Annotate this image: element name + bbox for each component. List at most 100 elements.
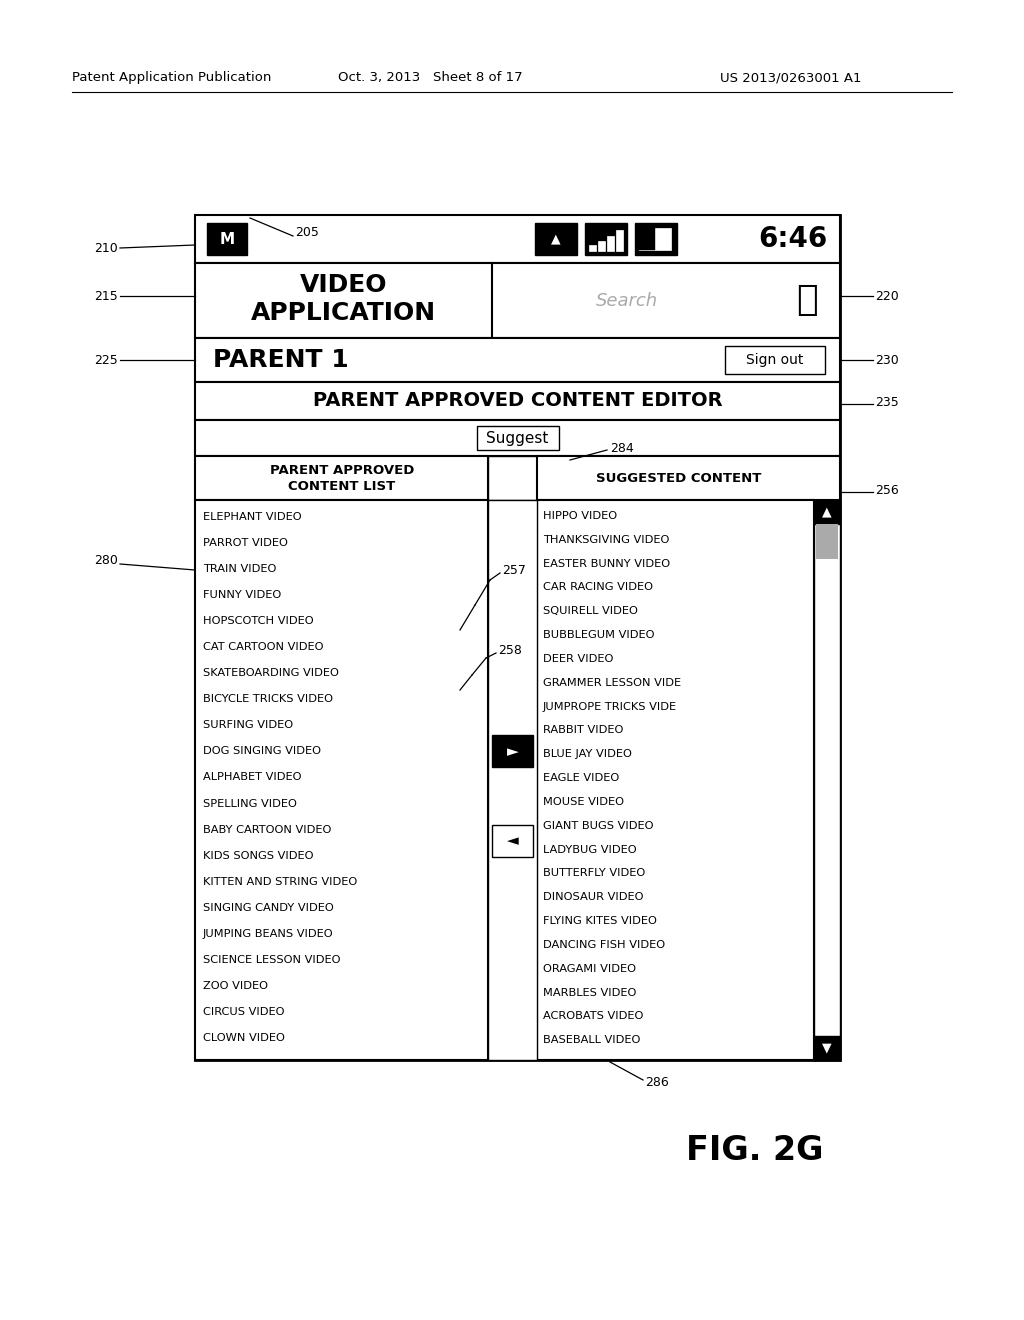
Text: KIDS SONGS VIDEO: KIDS SONGS VIDEO (203, 850, 313, 861)
Text: 220: 220 (874, 289, 899, 302)
Bar (814, 500, 840, 524)
Text: SUGGESTED CONTENT: SUGGESTED CONTENT (596, 471, 761, 484)
Text: SURFING VIDEO: SURFING VIDEO (203, 721, 293, 730)
Text: MARBLES VIDEO: MARBLES VIDEO (543, 987, 636, 998)
Text: BICYCLE TRICKS VIDEO: BICYCLE TRICKS VIDEO (203, 694, 333, 705)
Text: HIPPO VIDEO: HIPPO VIDEO (543, 511, 617, 521)
Bar (488, 455, 537, 500)
Text: CLOWN VIDEO: CLOWN VIDEO (203, 1034, 285, 1043)
Bar (616, 230, 623, 251)
Bar (195, 500, 488, 1060)
Text: KITTEN AND STRING VIDEO: KITTEN AND STRING VIDEO (203, 876, 357, 887)
Text: SCIENCE LESSON VIDEO: SCIENCE LESSON VIDEO (203, 954, 341, 965)
Text: GIANT BUGS VIDEO: GIANT BUGS VIDEO (543, 821, 653, 830)
Bar (598, 242, 605, 251)
Text: LADYBUG VIDEO: LADYBUG VIDEO (543, 845, 637, 854)
Text: ▲: ▲ (551, 232, 561, 246)
Text: 256: 256 (874, 483, 899, 496)
Text: BUBBLEGUM VIDEO: BUBBLEGUM VIDEO (543, 630, 654, 640)
Bar (537, 500, 814, 1060)
Text: CIRCUS VIDEO: CIRCUS VIDEO (203, 1007, 285, 1016)
Text: HOPSCOTCH VIDEO: HOPSCOTCH VIDEO (203, 616, 313, 626)
Text: FLYING KITES VIDEO: FLYING KITES VIDEO (543, 916, 656, 927)
Bar (195, 215, 840, 263)
Text: CAR RACING VIDEO: CAR RACING VIDEO (543, 582, 653, 593)
Text: 284: 284 (610, 441, 634, 454)
Text: Search: Search (596, 292, 658, 309)
Text: 6:46: 6:46 (759, 224, 828, 253)
Text: ELEPHANT VIDEO: ELEPHANT VIDEO (203, 512, 302, 521)
Bar (535, 223, 577, 255)
Bar (816, 524, 838, 558)
Text: ⌕: ⌕ (797, 284, 818, 318)
Bar (493, 735, 532, 767)
Text: 258: 258 (498, 644, 522, 656)
Text: EAGLE VIDEO: EAGLE VIDEO (543, 774, 620, 783)
Text: SKATEBOARDING VIDEO: SKATEBOARDING VIDEO (203, 668, 339, 678)
Bar (195, 455, 488, 500)
Text: PARENT 1: PARENT 1 (213, 348, 349, 372)
Bar (814, 500, 840, 1060)
Text: EASTER BUNNY VIDEO: EASTER BUNNY VIDEO (543, 558, 670, 569)
Text: RABBIT VIDEO: RABBIT VIDEO (543, 726, 624, 735)
Bar (207, 223, 247, 255)
Text: ACROBATS VIDEO: ACROBATS VIDEO (543, 1011, 643, 1022)
Text: 257: 257 (502, 564, 526, 577)
Text: BABY CARTOON VIDEO: BABY CARTOON VIDEO (203, 825, 332, 834)
Text: ZOO VIDEO: ZOO VIDEO (203, 981, 268, 991)
Text: TRAIN VIDEO: TRAIN VIDEO (203, 564, 276, 574)
Text: VIDEO: VIDEO (300, 273, 387, 297)
Text: PARENT APPROVED: PARENT APPROVED (269, 463, 414, 477)
Text: Patent Application Publication: Patent Application Publication (72, 71, 271, 84)
Text: BASEBALL VIDEO: BASEBALL VIDEO (543, 1035, 640, 1045)
Bar (195, 381, 840, 420)
Bar (725, 346, 825, 374)
Text: BUTTERFLY VIDEO: BUTTERFLY VIDEO (543, 869, 645, 878)
Bar (195, 263, 840, 338)
Text: PARENT APPROVED CONTENT EDITOR: PARENT APPROVED CONTENT EDITOR (312, 392, 722, 411)
Bar (195, 338, 840, 381)
Bar (635, 223, 677, 255)
Text: JUMPING BEANS VIDEO: JUMPING BEANS VIDEO (203, 929, 334, 939)
Text: SQUIRELL VIDEO: SQUIRELL VIDEO (543, 606, 638, 616)
Text: CAT CARTOON VIDEO: CAT CARTOON VIDEO (203, 643, 324, 652)
Bar (585, 223, 627, 255)
Bar (488, 500, 537, 1060)
Text: 215: 215 (94, 289, 118, 302)
Text: DANCING FISH VIDEO: DANCING FISH VIDEO (543, 940, 665, 950)
Text: DINOSAUR VIDEO: DINOSAUR VIDEO (543, 892, 643, 902)
Text: MOUSE VIDEO: MOUSE VIDEO (543, 797, 624, 807)
Text: ALPHABET VIDEO: ALPHABET VIDEO (203, 772, 301, 783)
Text: 205: 205 (295, 226, 318, 239)
Text: DEER VIDEO: DEER VIDEO (543, 653, 613, 664)
Text: ►: ► (507, 743, 518, 759)
Text: Suggest: Suggest (486, 430, 549, 446)
Bar (537, 455, 840, 500)
Text: FIG. 2G: FIG. 2G (686, 1134, 823, 1167)
Text: SPELLING VIDEO: SPELLING VIDEO (203, 799, 297, 809)
Bar (589, 246, 596, 251)
Bar (639, 228, 655, 249)
Text: 280: 280 (94, 553, 118, 566)
Text: Oct. 3, 2013   Sheet 8 of 17: Oct. 3, 2013 Sheet 8 of 17 (338, 71, 522, 84)
Bar (493, 825, 532, 857)
Text: JUMPROPE TRICKS VIDE⁠: JUMPROPE TRICKS VIDE⁠ (543, 701, 677, 711)
Text: ◄: ◄ (507, 833, 518, 849)
Text: BLUE JAY VIDEO: BLUE JAY VIDEO (543, 750, 632, 759)
Text: FUNNY VIDEO: FUNNY VIDEO (203, 590, 282, 601)
Text: ▼: ▼ (822, 1041, 831, 1055)
Bar (639, 228, 671, 249)
Text: SINGING CANDY VIDEO: SINGING CANDY VIDEO (203, 903, 334, 912)
Text: THANKSGIVING VIDEO: THANKSGIVING VIDEO (543, 535, 670, 545)
Text: APPLICATION: APPLICATION (251, 301, 436, 325)
Text: 286: 286 (645, 1076, 669, 1089)
Text: DOG SINGING VIDEO: DOG SINGING VIDEO (203, 746, 321, 756)
Text: 210: 210 (94, 242, 118, 255)
Bar (607, 236, 614, 251)
Text: CONTENT LIST: CONTENT LIST (288, 479, 395, 492)
Bar (814, 1036, 840, 1060)
Text: GRAMMER LESSON VIDE⁠: GRAMMER LESSON VIDE⁠ (543, 677, 681, 688)
Text: 230: 230 (874, 354, 899, 367)
Text: M: M (219, 231, 234, 247)
Text: ORAGAMI VIDEO: ORAGAMI VIDEO (543, 964, 636, 974)
